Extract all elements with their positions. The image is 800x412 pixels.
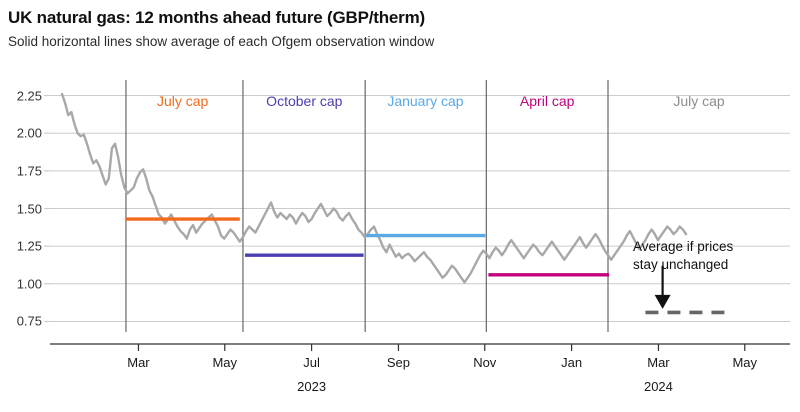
cap-window-label: April cap [519,93,575,109]
cap-window-label: July cap [156,93,209,109]
y-axis-tick-label: 0.75 [16,313,42,329]
y-axis-tick-label: 1.50 [16,201,42,216]
annotation-text-line-2: stay unchanged [632,256,729,272]
x-axis-tick-label: Mar [647,355,670,370]
x-axis-tick-label: Jan [561,355,583,370]
chart-subtitle: Solid horizontal lines show average of e… [8,34,435,49]
x-axis-tick-label: Jul [303,355,320,370]
cap-window-label: January cap [387,93,464,109]
annotation-arrow-head [654,294,671,309]
y-axis-tick-label: 2.00 [16,125,42,141]
x-axis-tick-label: Mar [127,355,150,370]
data-series-line [60,92,688,284]
y-axis-tick-label: 1.00 [16,276,42,292]
x-axis-tick-label: May [212,355,238,370]
x-axis-tick-label: May [732,355,758,370]
x-axis-year-label: 2023 [297,379,327,394]
x-axis-year-label: 2024 [643,379,673,394]
x-axis-tick-label: Sep [386,355,411,370]
x-axis-tick-label: Nov [473,355,497,370]
y-axis-tick-label: 1.25 [16,238,42,254]
y-axis-tick-label: 2.25 [16,88,42,104]
cap-window-label: October cap [266,93,343,109]
chart-title: UK natural gas: 12 months ahead future (… [8,8,425,27]
annotation-text-line-1: Average if prices [632,238,734,254]
cap-window-label: July cap [673,93,725,109]
y-axis-tick-label: 1.75 [16,163,42,179]
